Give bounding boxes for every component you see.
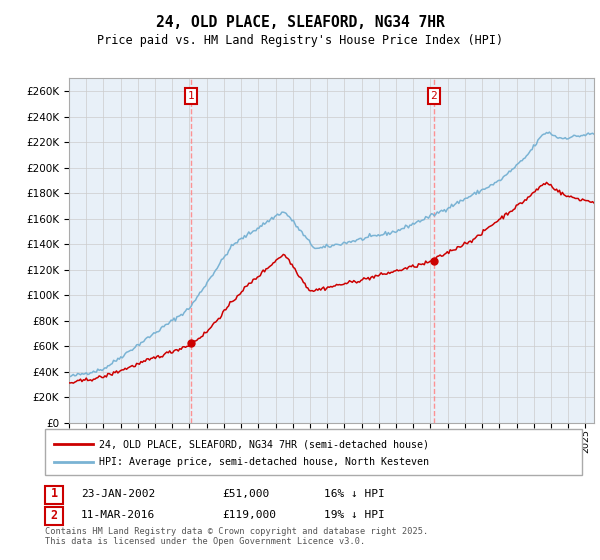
Text: Price paid vs. HM Land Registry's House Price Index (HPI): Price paid vs. HM Land Registry's House … <box>97 34 503 46</box>
Text: £119,000: £119,000 <box>222 510 276 520</box>
Text: 24, OLD PLACE, SLEAFORD, NG34 7HR (semi-detached house): 24, OLD PLACE, SLEAFORD, NG34 7HR (semi-… <box>99 439 429 449</box>
Text: Contains HM Land Registry data © Crown copyright and database right 2025.
This d: Contains HM Land Registry data © Crown c… <box>45 526 428 546</box>
Text: 16% ↓ HPI: 16% ↓ HPI <box>324 489 385 499</box>
Text: HPI: Average price, semi-detached house, North Kesteven: HPI: Average price, semi-detached house,… <box>99 457 429 467</box>
Text: 23-JAN-2002: 23-JAN-2002 <box>81 489 155 499</box>
Text: 1: 1 <box>187 91 194 101</box>
Text: £51,000: £51,000 <box>222 489 269 499</box>
Text: 2: 2 <box>430 91 437 101</box>
Text: 1: 1 <box>50 487 58 501</box>
Text: 19% ↓ HPI: 19% ↓ HPI <box>324 510 385 520</box>
Text: 11-MAR-2016: 11-MAR-2016 <box>81 510 155 520</box>
Text: 2: 2 <box>50 508 58 522</box>
Text: 24, OLD PLACE, SLEAFORD, NG34 7HR: 24, OLD PLACE, SLEAFORD, NG34 7HR <box>155 15 445 30</box>
